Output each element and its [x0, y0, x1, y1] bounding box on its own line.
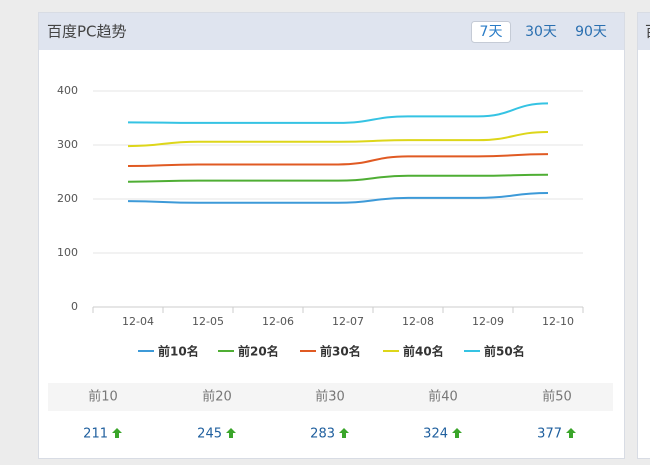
next-panel — [638, 13, 650, 459]
range-label[interactable]: 7天 — [480, 24, 503, 40]
summary-value: 283 — [310, 427, 335, 442]
summary-label: 前10 — [88, 389, 118, 405]
y-tick-label: 200 — [57, 192, 78, 205]
summary-value: 377 — [537, 427, 562, 442]
y-tick-label: 300 — [57, 138, 78, 151]
legend-label[interactable]: 前30名 — [320, 344, 361, 359]
next-panel-title: 百 — [645, 23, 650, 41]
summary-value: 211 — [83, 427, 108, 442]
panel-title: 百度PC趋势 — [47, 23, 127, 41]
legend-label[interactable]: 前10名 — [158, 344, 199, 359]
x-tick-label: 12-09 — [472, 315, 504, 328]
y-tick-label: 100 — [57, 246, 78, 259]
summary-label: 前20 — [202, 389, 232, 405]
summary-label: 前40 — [428, 389, 458, 405]
x-tick-label: 12-04 — [122, 315, 154, 328]
summary-value: 245 — [197, 427, 222, 442]
x-tick-label: 12-10 — [542, 315, 574, 328]
summary-value: 324 — [423, 427, 448, 442]
legend-label[interactable]: 前50名 — [484, 344, 525, 359]
summary-label: 前50 — [542, 389, 572, 405]
y-tick-label: 0 — [71, 300, 78, 313]
range-label[interactable]: 90天 — [575, 24, 607, 40]
x-tick-label: 12-06 — [262, 315, 294, 328]
legend-label[interactable]: 前40名 — [403, 344, 444, 359]
y-tick-label: 400 — [57, 84, 78, 97]
x-tick-label: 12-08 — [402, 315, 434, 328]
summary-label: 前30 — [315, 389, 345, 405]
x-tick-label: 12-07 — [332, 315, 364, 328]
range-label[interactable]: 30天 — [525, 24, 557, 40]
x-tick-label: 12-05 — [192, 315, 224, 328]
legend-label[interactable]: 前20名 — [238, 344, 279, 359]
